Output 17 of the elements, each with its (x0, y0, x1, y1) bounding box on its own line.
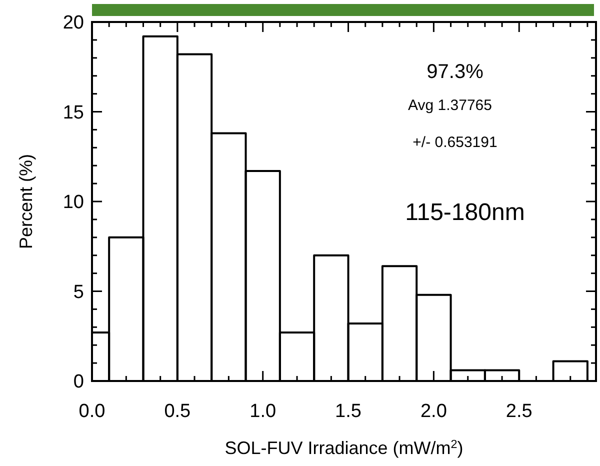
annotation: Avg 1.37765 (408, 97, 492, 114)
x-tick-label: 1.5 (335, 401, 362, 422)
y-axis-title: Percent (%) (16, 154, 36, 250)
y-tick-label: 20 (62, 12, 84, 34)
x-tick-label: 2.5 (506, 401, 532, 422)
y-tick-label: 10 (62, 192, 84, 214)
x-axis-title: SOL-FUV Irradiance (mW/m$^{2}$) (224, 438, 464, 458)
x-tick-label: 0.5 (164, 401, 191, 422)
y-tick-label: 5 (73, 282, 84, 303)
x-tick-label: 2.0 (420, 401, 447, 422)
annotation: 115-180nm (405, 199, 525, 226)
y-tick-label: 15 (62, 102, 84, 124)
x-tick-label: 0.0 (78, 401, 106, 422)
y-tick-label: 0 (73, 372, 84, 393)
annotation: +/- 0.653191 (412, 134, 498, 151)
x-tick-label: 1.0 (250, 401, 276, 422)
annotation: 97.3% (426, 61, 484, 83)
